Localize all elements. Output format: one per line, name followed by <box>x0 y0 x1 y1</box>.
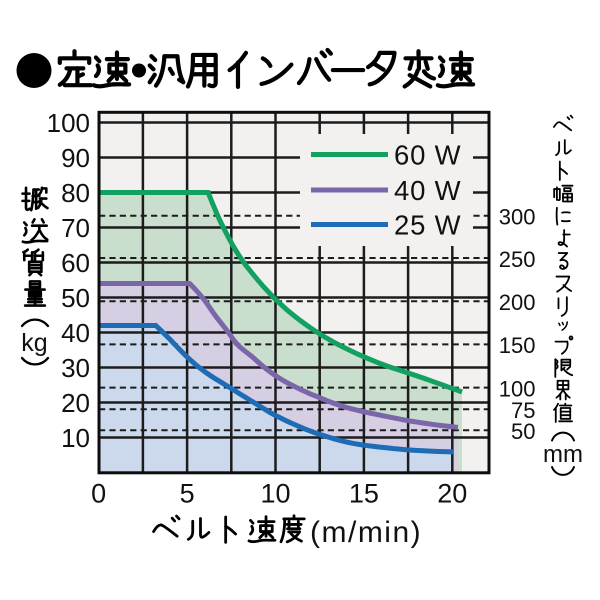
svg-text:250: 250 <box>499 247 536 272</box>
svg-text:30: 30 <box>61 353 90 383</box>
svg-text:50: 50 <box>511 419 535 444</box>
svg-text:5: 5 <box>180 478 195 508</box>
svg-text:40 W: 40 W <box>394 175 461 206</box>
svg-text:15: 15 <box>349 478 379 508</box>
svg-text:0: 0 <box>91 478 106 508</box>
svg-text:80: 80 <box>61 178 90 208</box>
svg-text:300: 300 <box>499 205 536 230</box>
svg-text:40: 40 <box>61 318 90 348</box>
svg-text:10: 10 <box>260 478 290 508</box>
svg-text:70: 70 <box>61 213 90 243</box>
svg-text:kg: kg <box>21 329 47 357</box>
svg-text:20: 20 <box>437 478 467 508</box>
svg-text:25 W: 25 W <box>394 209 461 240</box>
svg-text:mm: mm <box>543 441 583 468</box>
svg-text:150: 150 <box>499 333 536 358</box>
svg-text:20: 20 <box>61 388 90 418</box>
svg-text:10: 10 <box>61 423 90 453</box>
svg-text:75: 75 <box>511 398 535 423</box>
svg-text:60 W: 60 W <box>394 139 461 170</box>
svg-text:90: 90 <box>61 143 90 173</box>
svg-text:100: 100 <box>47 108 90 138</box>
svg-text:(m/min): (m/min) <box>310 516 422 549</box>
svg-text:50: 50 <box>61 283 90 313</box>
svg-text:100: 100 <box>499 376 536 401</box>
svg-text:60: 60 <box>61 248 90 278</box>
svg-text:200: 200 <box>499 290 536 315</box>
